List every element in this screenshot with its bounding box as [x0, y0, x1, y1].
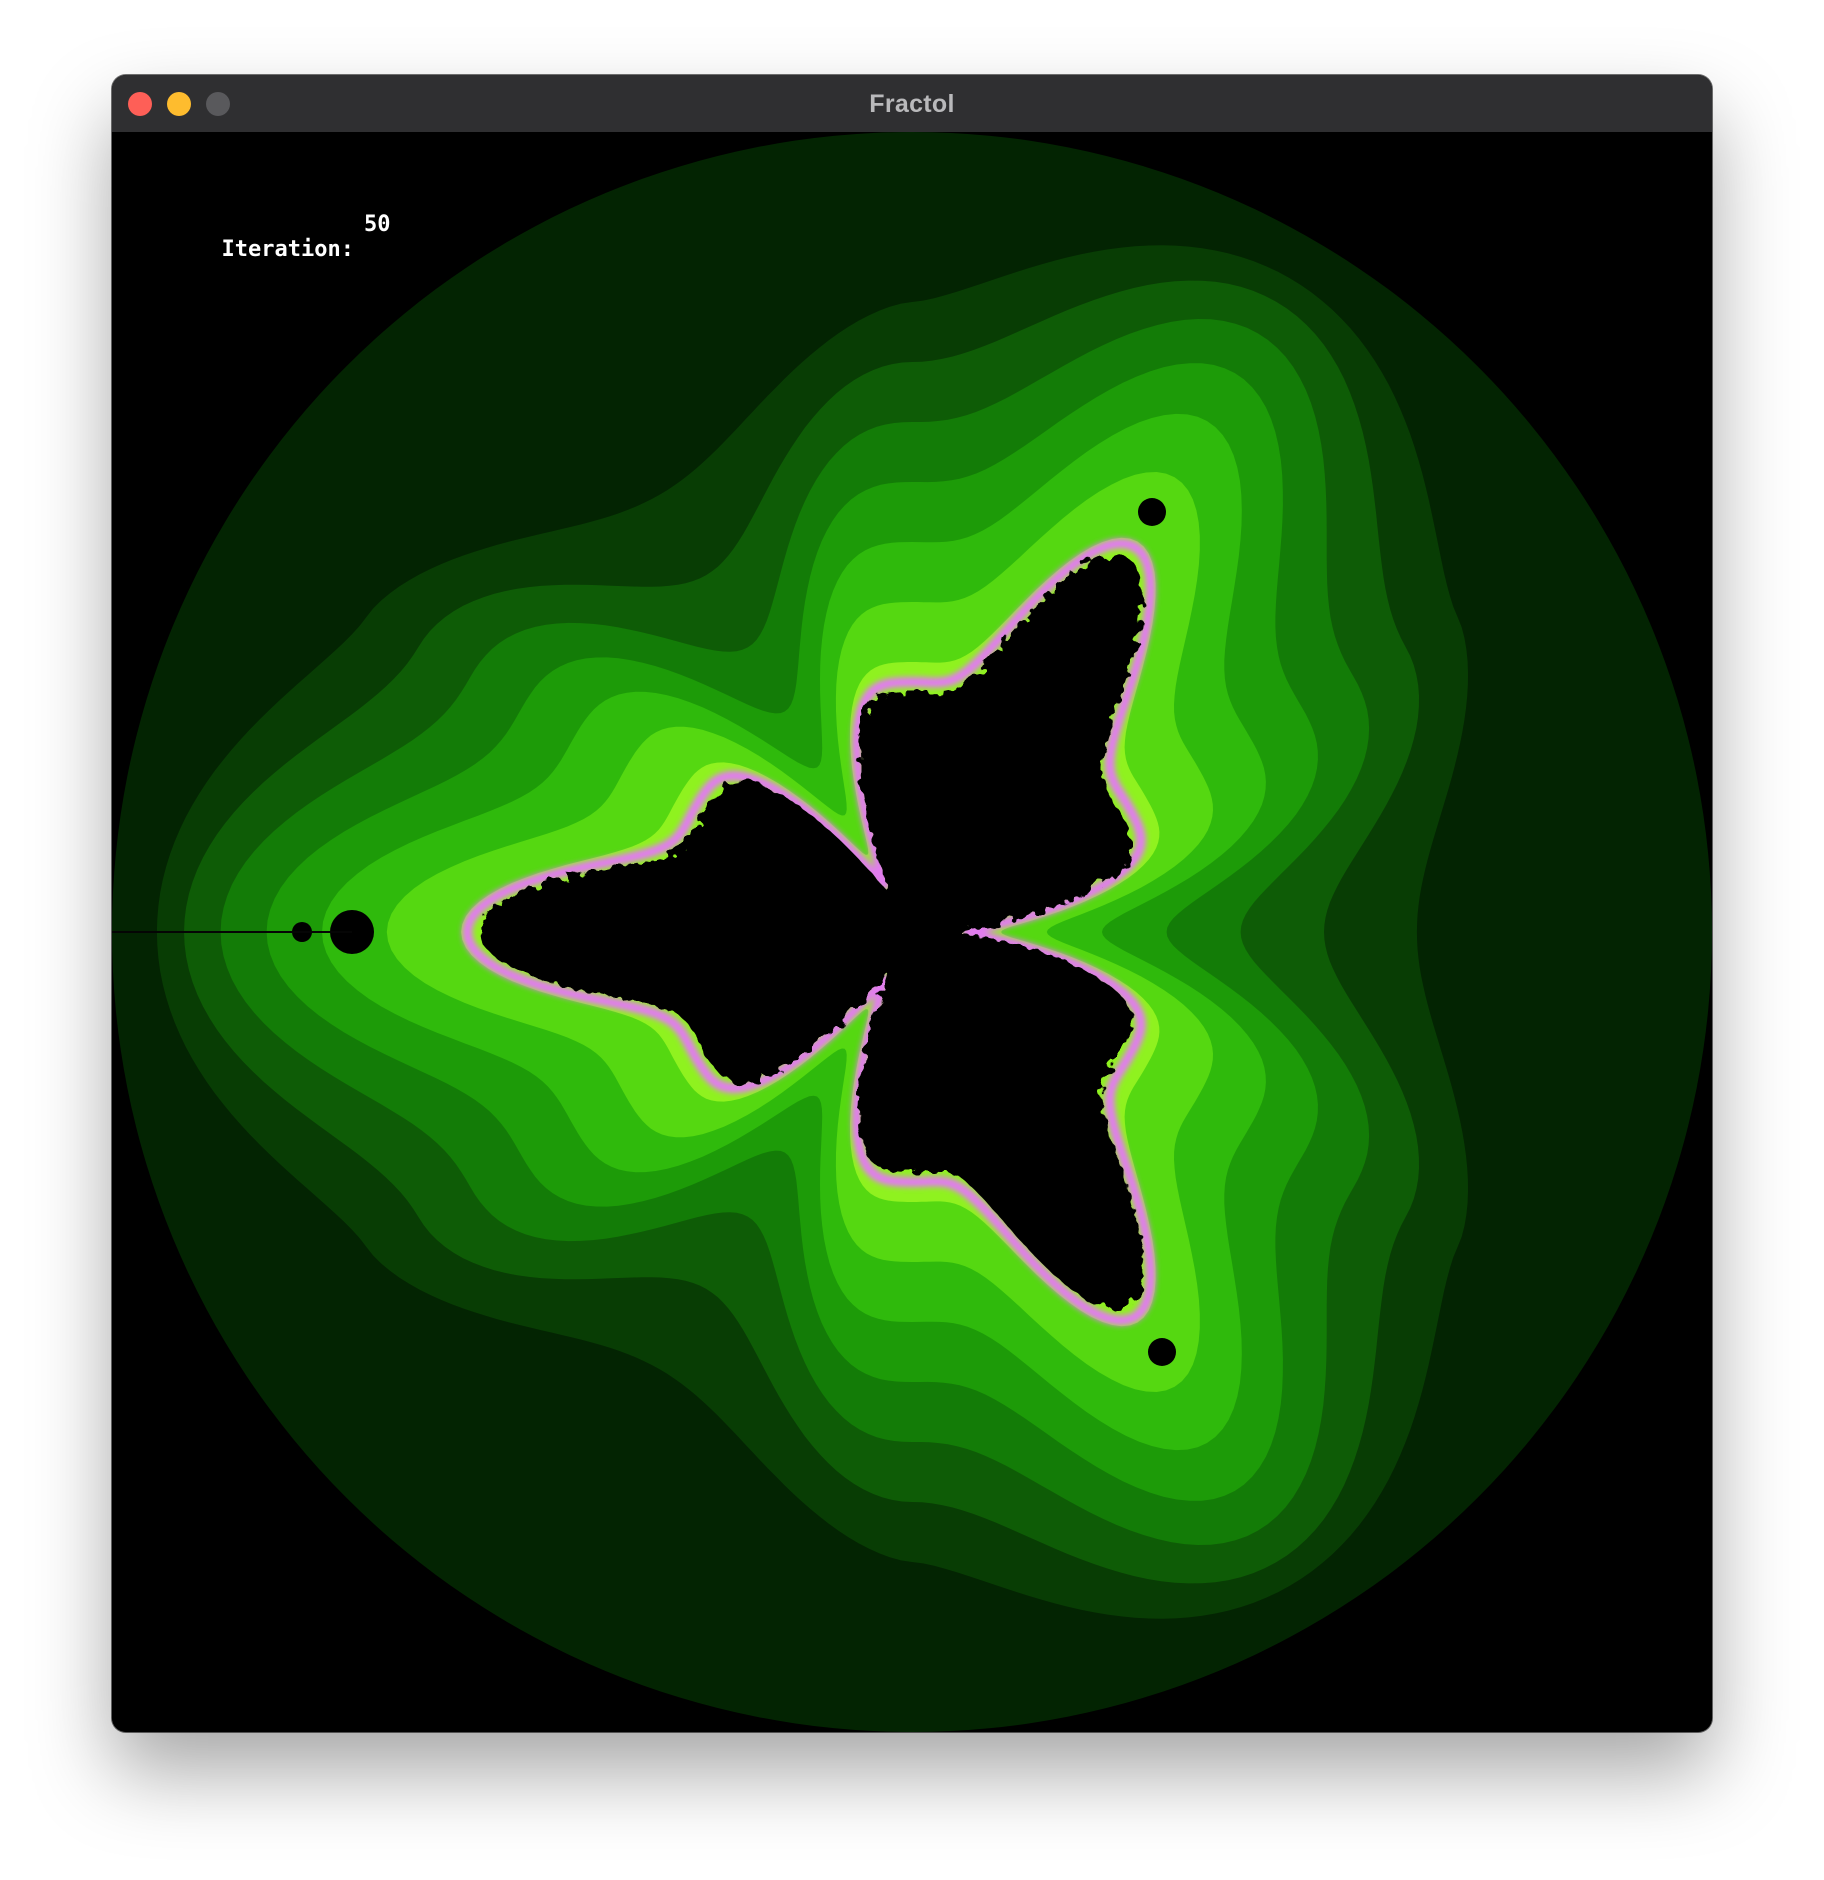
- fractal-canvas[interactable]: Iteration: 50: [112, 132, 1712, 1732]
- iteration-hud: Iteration: 50: [142, 212, 390, 287]
- iteration-label: Iteration:: [221, 237, 354, 262]
- satellite-bulb: [1148, 1338, 1176, 1366]
- close-button[interactable]: [128, 92, 152, 116]
- window-title: Fractol: [869, 90, 955, 118]
- fractal-set: [480, 555, 1143, 1309]
- satellite-bulb: [1138, 498, 1166, 526]
- zoom-button[interactable]: [206, 92, 230, 116]
- boundary-glow: [461, 538, 1156, 1326]
- fractol-window: Fractol Iteration: 50: [112, 75, 1712, 1732]
- iteration-value: 50: [364, 212, 391, 237]
- fractal-render: [112, 132, 1712, 1732]
- minimize-button[interactable]: [167, 92, 191, 116]
- title-bar[interactable]: Fractol: [112, 75, 1712, 133]
